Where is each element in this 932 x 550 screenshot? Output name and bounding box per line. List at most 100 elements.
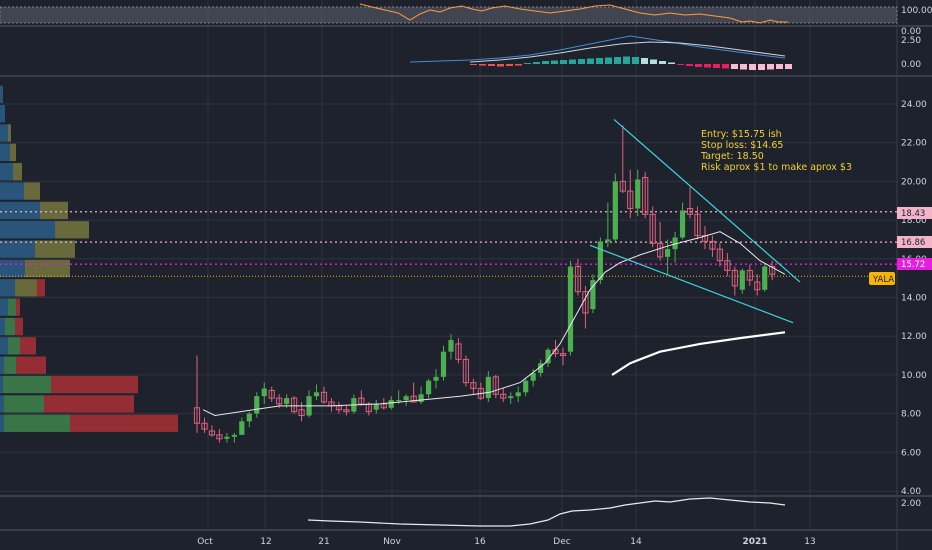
y-tick-label: 18.00 [901,216,927,226]
macd-histogram-bar [479,64,486,66]
bottom-indicator-panel [307,497,786,527]
candle-body [231,434,237,437]
candle-body [724,260,731,271]
volume-profile-bar [0,259,25,278]
volume-profile-bar [13,163,22,181]
tag-entry: 16.86 [901,238,925,248]
macd-histogram-bar [623,56,630,64]
macd-histogram-bar [776,64,783,69]
volume-profile-bar [0,279,15,297]
macd-histogram-bar [605,57,612,64]
annotation-risk: Risk aprox $1 to make aprox $3 [701,162,852,173]
volume-profile-bar [37,279,45,297]
candle-body [523,380,529,393]
candle-body [448,340,454,352]
volume-profile-bar [4,356,16,374]
volume-profile-bar [24,182,40,200]
candle-body [739,270,745,290]
volume-profile-bar [8,298,16,316]
macd-histogram-bar [551,60,558,64]
volume-profile-bar [0,337,8,355]
y-tick-label: 10.00 [901,371,927,381]
candle-body [731,269,738,287]
volume-profile-bar [4,414,70,432]
annotation-target: Target: 18.50 [700,151,764,162]
volume-profile-bar [8,337,20,355]
volume-profile-bar [0,240,35,258]
candle-body [320,391,328,403]
candle-body [762,266,768,290]
candle-body [754,281,761,291]
candle-body [358,397,365,405]
candle-body [627,190,634,209]
candle-body [410,395,417,403]
candle-body [403,396,409,401]
candlesticks [193,125,776,443]
candle-body [769,266,776,275]
candle-body [313,392,320,397]
macd-histogram-bar [632,57,639,64]
macd-histogram-bar [695,64,702,67]
volume-profile-bar [0,221,55,239]
annotation-entry: Entry: $15.75 ish [701,129,782,140]
candle-body [642,177,649,215]
candle-body [605,239,611,242]
volume-profile-bar [0,298,8,316]
macd-histogram-bar [533,62,540,64]
x-tick-label: 14 [630,537,642,547]
macd-histogram-bar [704,64,711,68]
candle-body [201,422,208,430]
volume-profile-bar [16,298,20,316]
macd-histogram-bar [542,61,549,64]
macd-histogram-bar [497,64,504,67]
candle-body [462,358,470,384]
macd-histogram-bar [641,58,648,64]
macd-line [409,35,786,63]
candle-body [216,434,223,440]
x-tick-label: 13 [804,537,815,547]
candle-body [619,180,626,192]
price-axis[interactable]: 100.00 0.00 2.50 0.00 2.00 24.00 22.00 20.… [901,6,932,509]
macd-tick-label: 0.00 [901,60,921,70]
macd-histogram-bar [470,64,477,65]
candle-body [388,400,394,408]
volume-profile-bar [10,143,16,162]
candle-body [559,353,567,357]
rsi-panel [0,3,898,24]
macd-histogram-bar [506,64,513,66]
volume-profile-bar [0,85,3,103]
volume-profile-bar [70,414,178,432]
candle-body [597,241,603,281]
volume-profile [0,85,178,432]
volume-profile-bar [4,395,44,413]
candle-body [425,380,432,395]
volume-profile-bar [0,124,8,142]
macd-histogram-bar [488,64,495,66]
candle-body [567,266,574,352]
rsi-tick-label: 0.00 [901,27,921,37]
candle-body [433,376,439,381]
candle-body [545,349,551,364]
channel-lower-trendline[interactable] [589,244,794,324]
candle-body [343,409,350,413]
y-tick-label: 22.00 [901,139,927,149]
volume-profile-bar [0,414,4,432]
macd-histogram-bar [668,62,675,64]
candle-body [492,376,499,395]
candle-body [396,400,402,402]
rsi-tick-label: 100.00 [901,6,932,16]
trade-annotation[interactable]: Entry: $15.75 ish Stop loss: $14.65 Targ… [700,129,852,173]
candle-body [574,266,582,293]
x-tick-label: 16 [474,537,486,547]
macd-histogram-bar [758,64,765,70]
macd-histogram-bar [560,60,567,64]
macd-histogram-bar [587,58,594,64]
tag-target: 18.43 [901,209,925,219]
y-tick-label: 6.00 [901,448,921,458]
x-tick-label: Dec [553,537,570,547]
candle-body [298,409,305,417]
channel-upper-trendline[interactable] [613,119,801,283]
volume-profile-bar [0,201,40,220]
